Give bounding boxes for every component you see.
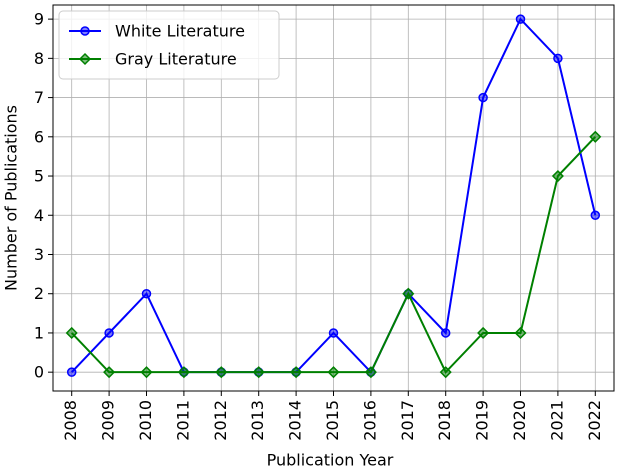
x-tick-label: 2020 [510,400,529,441]
plot-frame [52,4,615,392]
marker [402,287,415,300]
x-tick-label: 2009 [99,400,118,441]
marker [65,326,78,340]
marker [103,366,116,379]
y-tick-label: 3 [34,245,44,264]
marker [104,328,114,338]
marker [177,366,190,379]
x-tick-label: 2018 [435,400,454,441]
y-tick-label: 2 [34,284,44,303]
y-axis-label: Number of Publications [2,105,21,291]
y-tick-label: 5 [34,167,44,186]
legend-box [58,10,280,80]
y-tick-label: 4 [34,206,44,225]
marker [440,328,451,338]
x-tick-label: 2012 [211,400,230,441]
marker [590,210,601,221]
marker [327,366,340,379]
y-tick-label: 6 [34,127,44,146]
x-tick-label: 2016 [360,400,379,441]
x-tick-label: 2013 [248,400,267,441]
marker [515,14,526,24]
marker [553,53,563,64]
marker [589,130,602,143]
y-tick-label: 1 [34,323,44,342]
marker [514,326,527,340]
y-tick-label: 7 [34,88,44,107]
marker [252,366,265,379]
marker [328,328,339,338]
marker [141,288,152,299]
marker [478,92,488,103]
marker [551,169,564,183]
marker [215,366,228,379]
x-tick-label: 2010 [136,400,155,441]
marker [140,366,153,379]
y-tick-label: 0 [34,363,44,382]
x-tick-label: 2021 [547,400,566,441]
x-tick-label: 2011 [173,400,192,441]
y-tick-label: 9 [34,10,44,29]
marker [364,366,377,379]
x-tick-label: 2019 [473,400,492,441]
legend-label: Gray Literature [115,50,237,69]
marker [80,26,90,36]
x-tick-label: 2022 [585,400,604,441]
marker [439,366,452,379]
marker [290,366,303,379]
x-tick-label: 2014 [286,400,305,441]
legend-label: White Literature [115,22,245,41]
legend: White Literature Gray Literature [58,10,280,80]
x-tick-label: 2015 [323,400,342,441]
marker [477,326,490,340]
x-tick-label: 2008 [61,400,80,441]
y-tick-label: 8 [34,49,44,68]
marker [66,367,77,377]
x-tick-label: 2017 [398,400,417,441]
marker [78,52,92,66]
x-axis-label: Publication Year [267,451,394,470]
